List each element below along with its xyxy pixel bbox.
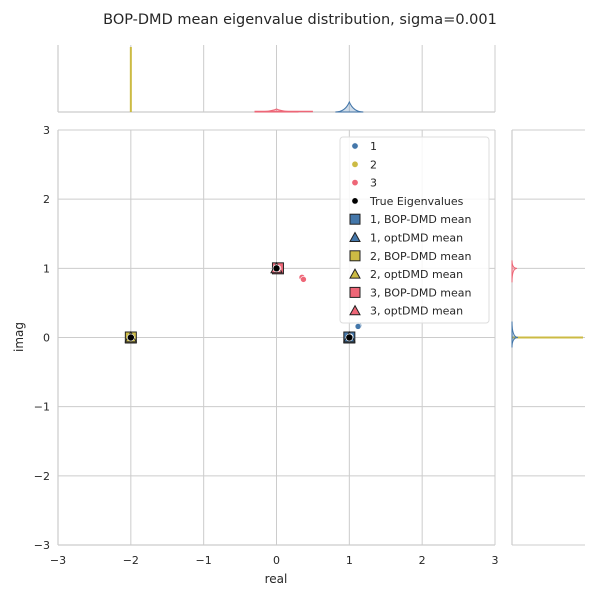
y-tick-label: 3: [43, 124, 50, 137]
legend-label: 2, BOP-DMD mean: [370, 250, 472, 263]
legend-label: 3: [370, 177, 377, 190]
series2-x-density: [129, 47, 132, 112]
legend-box: [339, 136, 490, 324]
legend-label: 3, BOP-DMD mean: [370, 286, 472, 299]
y-tick-label: 0: [43, 332, 50, 345]
x-tick-label: 3: [492, 554, 499, 567]
point-circle: [345, 333, 354, 342]
main-plot-axes: −3 −2 −1 0 1 2 3 −3 −2 −1 0 1 2 3: [34, 124, 499, 567]
y-tick-label: −2: [34, 470, 50, 483]
series2-y-density: [512, 336, 583, 339]
legend-marker: [349, 286, 361, 298]
legend-marker: [349, 250, 361, 262]
y-axis-label: imag: [12, 322, 26, 352]
legend-marker: [349, 304, 361, 316]
series1-y-density: [511, 321, 519, 348]
legend: 1 2 3 True Eigenvalues 1, BOP-DMD mean 1, opt…: [339, 136, 490, 324]
legend-label: 1, optDMD mean: [370, 232, 463, 245]
y-tick-label: −1: [34, 401, 50, 414]
x-tick-label: 2: [419, 554, 426, 567]
y-tick-label: −3: [34, 539, 50, 552]
legend-label: 1: [370, 140, 377, 153]
x-tick-label: −3: [50, 554, 66, 567]
legend-marker: [349, 231, 361, 242]
legend-label: 1, BOP-DMD mean: [370, 213, 472, 226]
x-tick-label: −2: [123, 554, 139, 567]
point-circle: [354, 323, 362, 330]
legend-label: 2: [370, 158, 377, 171]
y-tick-label: 1: [43, 262, 50, 275]
legend-marker: [351, 179, 359, 187]
right-marginal-plot: [511, 129, 585, 546]
legend-marker: [351, 197, 359, 205]
x-tick-label: 1: [346, 554, 353, 567]
legend-label: 3, optDMD mean: [370, 305, 463, 318]
legend-marker: [349, 268, 361, 279]
series1-x-density: [335, 100, 364, 113]
point-circle: [127, 333, 135, 342]
x-axis-label: real: [265, 572, 288, 586]
legend-marker: [349, 213, 361, 225]
point-circle: [272, 264, 281, 273]
legend-label: 2, optDMD mean: [370, 268, 463, 281]
legend-marker: [351, 160, 359, 168]
point-circle: [300, 276, 307, 283]
top-marginal-plot: [57, 45, 496, 113]
x-tick-label: −1: [196, 554, 212, 567]
legend-label: True Eigenvalues: [369, 195, 464, 208]
x-tick-label: 0: [273, 554, 280, 567]
series3-y-density: [511, 260, 518, 283]
data-points: [124, 261, 363, 344]
y-tick-label: 2: [43, 193, 50, 206]
chart-title: BOP-DMD mean eigenvalue distribution, si…: [103, 12, 497, 28]
legend-marker: [351, 142, 359, 150]
